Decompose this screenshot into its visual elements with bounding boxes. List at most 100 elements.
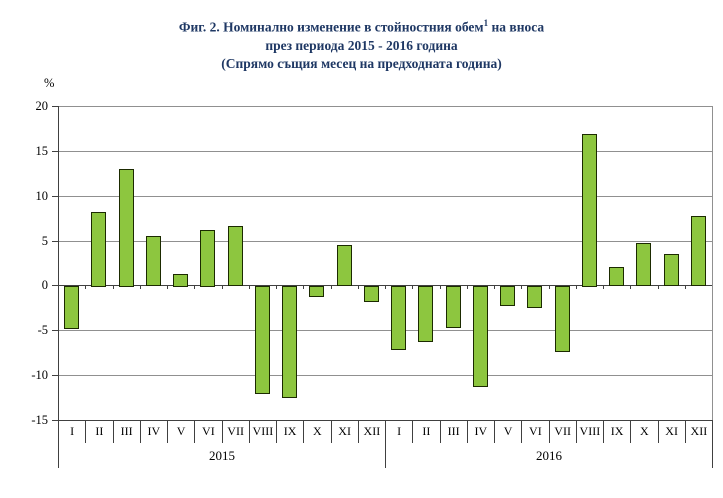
category-tick xyxy=(440,285,441,289)
category-tick xyxy=(630,285,631,289)
bar-XI-2015 xyxy=(336,245,352,286)
x-axis-month-cell-VIII-2015: VIII xyxy=(250,420,277,443)
bar-VII-2015 xyxy=(227,226,243,286)
category-tick xyxy=(276,285,277,289)
bar-IV-2016 xyxy=(472,286,488,387)
bar-VIII-2015 xyxy=(254,286,270,394)
x-axis-month-cell-XI-2015: XI xyxy=(332,420,359,443)
bar-VII-2016 xyxy=(554,286,570,352)
x-axis-month-cell-VI-2016: VI xyxy=(522,420,550,443)
category-tick xyxy=(658,285,659,289)
chart-title-line-2: през периода 2015 - 2016 година xyxy=(265,37,458,53)
bar-VI-2016 xyxy=(527,286,543,308)
x-axis-month-cell-X-2015: X xyxy=(304,420,332,443)
category-tick xyxy=(303,285,304,289)
y-axis-label--15: -15 xyxy=(31,413,48,427)
chart-title-line-1-suffix: на вноса xyxy=(488,19,545,35)
x-axis-year-label-2015: 2015 xyxy=(59,443,386,468)
plot-right-border xyxy=(712,106,713,421)
x-axis-month-cell-I-2016: I xyxy=(386,420,414,443)
bar-IX-2016 xyxy=(609,267,625,286)
bar-XII-2015 xyxy=(363,286,379,302)
chart-title-line-1-text: Фиг. 2. Номинално изменение в стойностни… xyxy=(178,19,484,35)
x-axis-month-cell-VI-2015: VI xyxy=(195,420,223,443)
bar-VIII-2016 xyxy=(581,134,597,287)
bar-III-2015 xyxy=(118,169,134,287)
category-tick xyxy=(140,285,141,289)
y-axis-line xyxy=(58,106,59,421)
y-axis-tick xyxy=(52,330,58,331)
bar-XI-2016 xyxy=(663,254,679,286)
x-axis-month-cell-XI-2016: XI xyxy=(659,420,686,443)
x-axis-month-cell-IV-2015: IV xyxy=(141,420,168,443)
bar-IV-2015 xyxy=(145,236,161,286)
category-tick xyxy=(521,285,522,289)
gridline-15 xyxy=(58,151,712,152)
x-axis-month-cell-V-2015: V xyxy=(168,420,196,443)
chart-title: Фиг. 2. Номинално изменение в стойностни… xyxy=(0,14,723,73)
bar-I-2015 xyxy=(64,286,80,329)
x-axis-month-cell-III-2016: III xyxy=(441,420,468,443)
x-axis-month-cell-X-2016: X xyxy=(631,420,659,443)
x-axis-month-cell-V-2016: V xyxy=(495,420,523,443)
gridline--10 xyxy=(58,375,712,376)
bar-I-2016 xyxy=(391,286,407,350)
y-axis-tick xyxy=(52,241,58,242)
x-axis-month-cell-VII-2016: VII xyxy=(550,420,577,443)
bar-VI-2015 xyxy=(200,230,216,287)
x-axis-month-cell-II-2015: II xyxy=(86,420,114,443)
bar-II-2016 xyxy=(418,286,434,342)
y-axis-label-15: 15 xyxy=(35,143,49,158)
x-axis-month-cell-IV-2016: IV xyxy=(468,420,495,443)
y-axis-tick xyxy=(52,420,58,421)
category-tick xyxy=(85,285,86,289)
category-tick xyxy=(358,285,359,289)
category-tick xyxy=(167,285,168,289)
chart-title-line-1: Фиг. 2. Номинално изменение в стойностни… xyxy=(0,14,723,37)
category-tick xyxy=(603,285,604,289)
x-axis-month-band: I II III IV V VI VII VIII IX X XI XII I II III IV V VI VII… xyxy=(58,420,713,443)
category-tick xyxy=(385,285,386,289)
x-axis-month-cell-IX-2015: IX xyxy=(277,420,305,443)
y-axis-label-0: 0 xyxy=(41,278,48,293)
x-axis-month-cell-IX-2016: IX xyxy=(604,420,632,443)
x-axis-month-cell-III-2015: III xyxy=(114,420,141,443)
gridline--5 xyxy=(58,330,712,331)
x-axis-month-cell-VIII-2016: VIII xyxy=(577,420,604,443)
plot-area xyxy=(58,106,713,421)
bar-V-2015 xyxy=(173,274,189,287)
x-axis-month-cell-XII-2015: XII xyxy=(359,420,386,443)
category-tick xyxy=(222,285,223,289)
x-axis-year-band: 2015 2016 xyxy=(58,443,713,468)
category-tick xyxy=(249,285,250,289)
x-axis-month-cell-VII-2015: VII xyxy=(223,420,250,443)
bar-X-2015 xyxy=(309,286,325,297)
y-axis-label-10: 10 xyxy=(35,188,49,203)
bar-III-2016 xyxy=(445,286,461,328)
x-axis-month-cell-II-2016: II xyxy=(413,420,441,443)
category-tick xyxy=(412,285,413,289)
category-tick xyxy=(549,285,550,289)
category-tick xyxy=(113,285,114,289)
y-axis-label--10: -10 xyxy=(31,368,48,383)
footnote-marker: 1 xyxy=(483,18,489,28)
y-axis-tick xyxy=(52,151,58,152)
category-tick xyxy=(331,285,332,289)
bar-IX-2015 xyxy=(282,286,298,398)
category-tick xyxy=(576,285,577,289)
y-axis-tick xyxy=(52,375,58,376)
bar-II-2015 xyxy=(91,212,107,287)
category-tick xyxy=(194,285,195,289)
category-tick xyxy=(467,285,468,289)
chart-title-line-3: (Спрямо същия месец на предходната годин… xyxy=(221,55,502,71)
x-axis-month-cell-XII-2016: XII xyxy=(686,420,713,443)
y-axis-label-20: 20 xyxy=(35,99,49,113)
category-tick xyxy=(685,285,686,289)
y-axis-label--5: -5 xyxy=(37,323,48,338)
x-axis-month-cell-I-2015: I xyxy=(59,420,87,443)
bar-X-2016 xyxy=(636,243,652,286)
y-axis-unit-label: % xyxy=(44,76,55,90)
gridline-20 xyxy=(58,106,712,107)
y-axis-tick xyxy=(52,285,58,286)
